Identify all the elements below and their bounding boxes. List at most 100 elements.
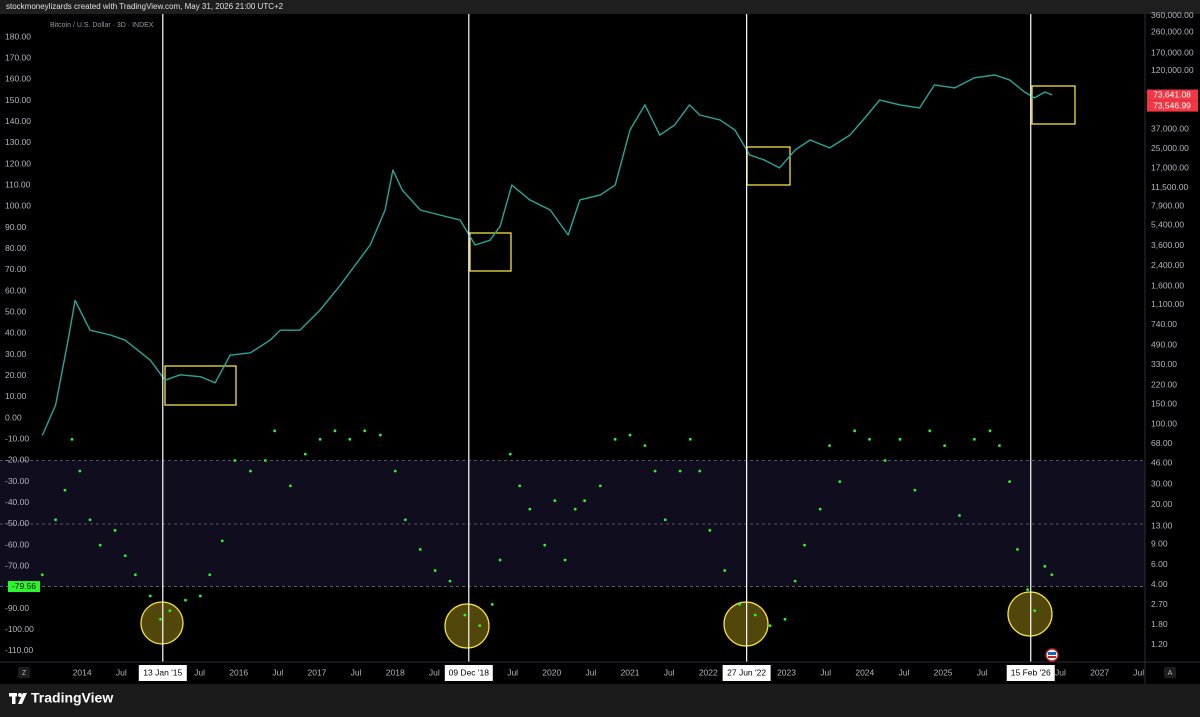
indicator-dot	[828, 444, 831, 448]
indicator-dot	[943, 444, 947, 448]
indicator-dot	[463, 613, 467, 617]
x-tick-label: Jul	[899, 667, 910, 677]
y-tick-label: 0.00	[5, 412, 22, 422]
indicator-dot	[478, 624, 482, 627]
indicator-dot	[159, 617, 162, 621]
x-tick-label: Jul	[664, 667, 675, 677]
highlight-circle	[1007, 591, 1053, 637]
y2-tick-label: 2,400.00	[1151, 260, 1184, 270]
data-layer	[40, 14, 1054, 662]
marker-label-bg	[138, 665, 187, 681]
indicator-dot	[553, 499, 557, 503]
indicator-dot	[98, 543, 102, 547]
x-tick-label: 2018	[386, 667, 405, 677]
indicator-dot	[518, 484, 522, 488]
indicator-dot	[768, 624, 772, 627]
indicator-dot	[563, 558, 567, 562]
y-tick-label: 120.00	[5, 158, 31, 168]
y2-tick-label: 330.00	[1151, 359, 1177, 369]
x-tick-label: 2024	[855, 667, 874, 677]
indicator-dot	[333, 429, 337, 433]
indicator-dot	[643, 444, 647, 448]
indicator-dot	[378, 433, 382, 437]
y-tick-label: 160.00	[5, 74, 31, 84]
x-tick-label: 2023	[777, 667, 796, 677]
indicator-dot	[198, 594, 202, 598]
y-tick-label: 180.00	[5, 31, 31, 41]
scale-button-label[interactable]: Z	[22, 670, 27, 677]
y2-tick-label: 30.00	[1151, 479, 1173, 489]
indicator-dot	[63, 488, 67, 492]
indicator-dot	[678, 469, 682, 473]
indicator-dot	[528, 507, 532, 511]
indicator-dot	[803, 543, 806, 547]
marker-label-bg	[444, 665, 493, 681]
y-tick-label: -70.00	[5, 561, 29, 571]
band-layer	[0, 460, 1145, 587]
indicator-dot	[184, 598, 187, 602]
x-tick-label: 2027	[1090, 667, 1109, 677]
indicator-dot	[972, 437, 976, 441]
indicator-dot	[448, 579, 452, 583]
highlight-circle	[723, 601, 769, 647]
flag-stripe	[1048, 652, 1056, 655]
x-tick-label: 2017	[308, 667, 327, 677]
y2-tick-label: 5,400.00	[1151, 220, 1184, 230]
y2-tick-label: 17,000.00	[1151, 162, 1189, 172]
y-tick-label: -60.00	[5, 539, 29, 549]
scale-button[interactable]	[18, 667, 30, 678]
y2-tick-label: 7,900.00	[1151, 201, 1184, 211]
footer-bar	[0, 684, 1200, 717]
indicator-dot	[249, 469, 252, 473]
logo-part	[12, 693, 16, 704]
indicator-dot	[404, 518, 407, 522]
marker-label: 15 Feb '26	[1011, 667, 1051, 677]
y-tick-label: 60.00	[5, 285, 27, 295]
indicator-dot	[653, 469, 657, 473]
indicator-dot	[1033, 609, 1037, 613]
y2-tick-label: 1.20	[1151, 639, 1168, 649]
indicator-dot	[273, 429, 277, 433]
y-tick-label: 170.00	[5, 53, 31, 63]
highlight-circle	[140, 601, 184, 645]
scale-button[interactable]	[1164, 667, 1176, 678]
x-tick-label: 2020	[542, 667, 561, 677]
indicator-dot	[433, 569, 437, 572]
indicator-dot	[508, 452, 512, 456]
y-tick-label: 90.00	[5, 222, 27, 232]
indicator-dot	[113, 528, 117, 532]
marker-label-bg	[1006, 665, 1055, 681]
indicator-dot	[490, 603, 494, 606]
y2-tick-label: 9.00	[1151, 539, 1168, 549]
indicator-dot	[70, 437, 74, 441]
y-tick-label: 50.00	[5, 307, 27, 317]
indicator-dot	[793, 579, 797, 583]
indicator-dot	[543, 543, 547, 547]
y-tick-label: 100.00	[5, 201, 31, 211]
indicator-dot	[898, 437, 902, 441]
y-tick-label: 20.00	[5, 370, 27, 380]
y-tick-label: 130.00	[5, 137, 31, 147]
y-tick-label: -10.00	[5, 434, 29, 444]
y2-tick-label: 68.00	[1151, 438, 1173, 448]
symbol-title: Bitcoin / U.S. Dollar · 3D · INDEX	[50, 22, 154, 29]
x-tick-label: 2021	[621, 667, 640, 677]
y2-tick-label: 740.00	[1151, 319, 1177, 329]
indicator-dot	[613, 437, 617, 441]
scale-button-label[interactable]: A	[1168, 670, 1173, 677]
level-label: -79.56	[12, 581, 36, 591]
x-tick-label: Jul	[351, 667, 362, 677]
indicator-dot	[573, 507, 577, 511]
brand-name[interactable]: TradingView	[31, 690, 113, 706]
indicator-dot	[303, 452, 307, 456]
y-tick-label: -90.00	[5, 603, 29, 613]
y2-tick-label: 170,000.00	[1151, 48, 1194, 58]
y-tick-label: -100.00	[5, 624, 34, 634]
y2-tick-label: 4.00	[1151, 579, 1168, 589]
indicator-dot	[628, 433, 632, 437]
marker-label: 09 Dec '18	[449, 667, 490, 677]
marker-label: 13 Jan '15	[143, 667, 182, 677]
annotations	[140, 85, 1076, 649]
